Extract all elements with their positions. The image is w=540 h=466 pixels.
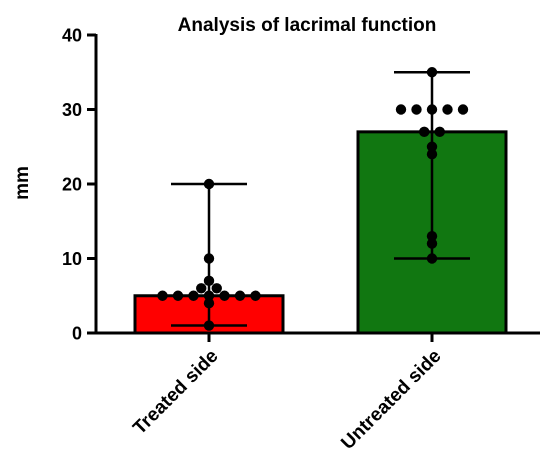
error-bars-group: [171, 71, 470, 327]
y-tick-label: 0: [72, 324, 82, 344]
data-point: [172, 290, 184, 301]
x-tick-label: Untreated side: [337, 346, 445, 454]
data-point: [157, 290, 168, 301]
y-tick-label: 20: [62, 175, 82, 195]
y-tick-label: 30: [62, 100, 82, 120]
data-point: [395, 104, 407, 115]
data-point: [442, 104, 453, 115]
bars-group: [133, 130, 508, 335]
data-point: [211, 283, 222, 294]
axes-group: [87, 33, 540, 342]
data-point: [234, 290, 246, 301]
data-point: [250, 290, 261, 301]
y-tick-label: 40: [62, 26, 82, 46]
data-point: [411, 104, 422, 115]
data-point: [457, 104, 469, 115]
y-tick-label: 10: [62, 249, 82, 269]
data-point: [196, 283, 207, 294]
y-axis-label: mm: [12, 166, 33, 200]
data-point: [434, 126, 445, 138]
x-tick-label: Treated side: [129, 346, 222, 439]
data-point: [419, 126, 430, 138]
chart-title: Analysis of lacrimal function: [178, 15, 437, 36]
data-point: [219, 290, 230, 301]
data-point: [188, 290, 199, 301]
